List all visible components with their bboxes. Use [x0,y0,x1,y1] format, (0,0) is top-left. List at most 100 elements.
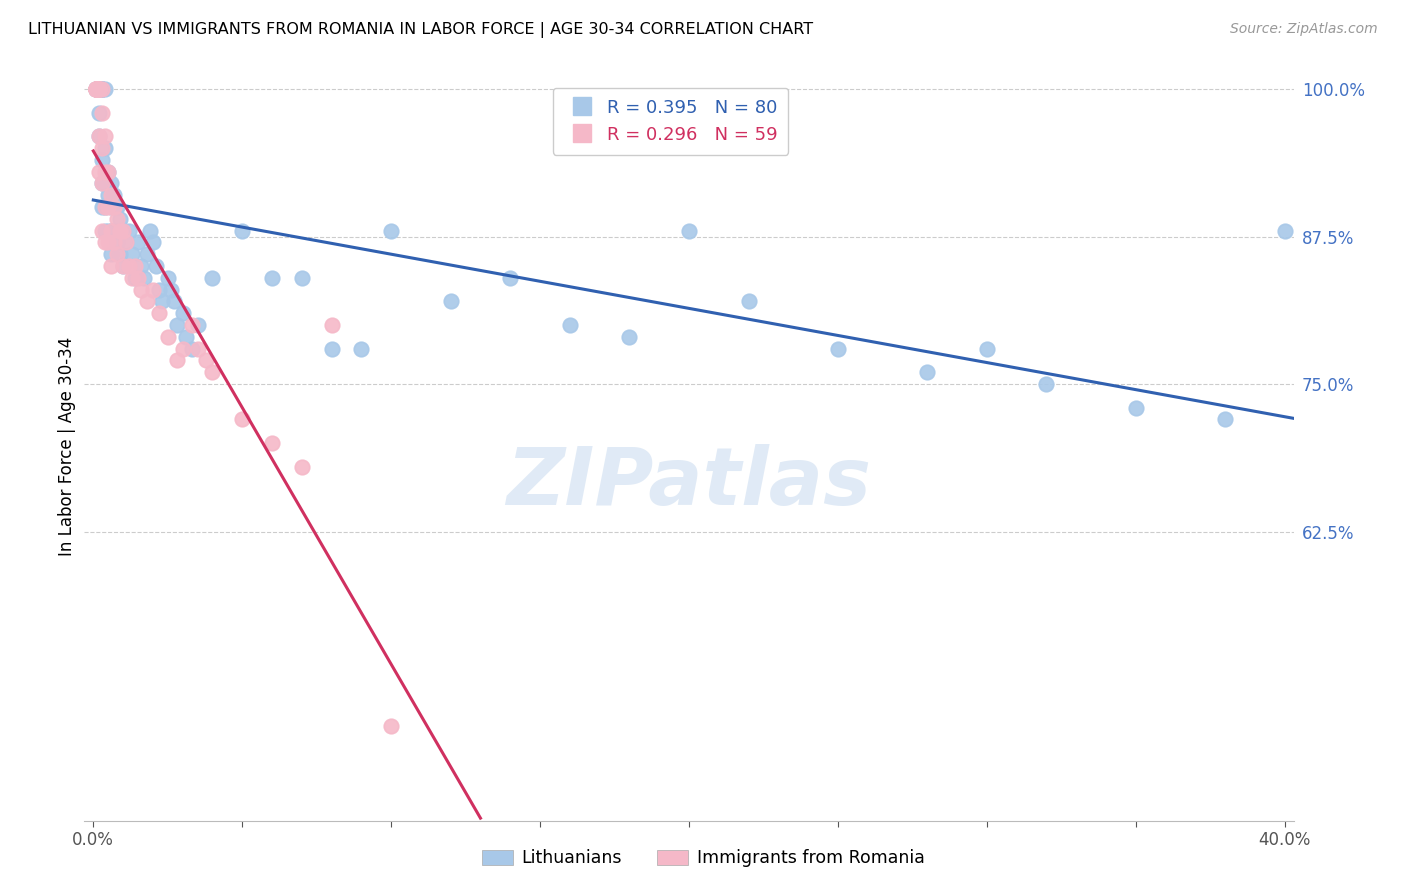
Point [100,259,122,273]
Point [321,342,343,356]
Point [91,82,114,96]
Point [103,235,125,250]
Point [558,318,581,332]
Point [97,188,120,202]
Point [91,105,114,120]
Point [89,82,111,96]
Point [827,342,849,356]
Point [159,283,181,297]
Point [180,342,202,356]
Point [440,294,463,309]
Point [84,82,107,96]
Point [89,82,111,96]
Point [1035,377,1057,392]
Point [380,719,402,733]
Point [108,211,131,226]
Point [142,235,165,250]
Point [291,270,314,285]
Point [112,259,135,273]
Point [84,82,107,96]
Point [231,224,253,238]
Point [129,259,152,273]
Y-axis label: In Labor Force | Age 30-34: In Labor Force | Age 30-34 [58,336,76,556]
Point [166,353,188,368]
Point [100,188,122,202]
Point [97,164,120,178]
Point [1213,412,1236,426]
Point [174,330,197,344]
Point [94,224,117,238]
Point [100,224,122,238]
Point [976,342,998,356]
Point [100,224,122,238]
Point [103,200,125,214]
Point [291,459,314,474]
Point [150,294,173,309]
Point [94,141,117,155]
Point [91,82,114,96]
Point [84,82,107,96]
Point [91,82,114,96]
Point [112,259,135,273]
Text: Source: ZipAtlas.com: Source: ZipAtlas.com [1230,22,1378,37]
Point [91,82,114,96]
Point [89,82,111,96]
Point [231,412,253,426]
Point [499,270,522,285]
Point [84,82,107,96]
Point [180,318,202,332]
Point [1125,401,1147,415]
Point [91,153,114,167]
Point [89,129,111,144]
Point [100,200,122,214]
Point [84,82,107,96]
Point [97,164,120,178]
Point [321,318,343,332]
Point [84,82,107,96]
Point [84,82,107,96]
Point [201,365,224,379]
Point [94,200,117,214]
Point [91,82,114,96]
Point [94,177,117,191]
Point [148,283,170,297]
Point [91,200,114,214]
Point [166,318,188,332]
Text: LITHUANIAN VS IMMIGRANTS FROM ROMANIA IN LABOR FORCE | AGE 30-34 CORRELATION CHA: LITHUANIAN VS IMMIGRANTS FROM ROMANIA IN… [28,22,813,38]
Point [135,294,157,309]
Point [145,259,167,273]
Point [129,283,152,297]
Point [97,235,120,250]
Point [84,82,107,96]
Point [103,224,125,238]
Point [105,211,128,226]
Point [84,82,107,96]
Point [100,177,122,191]
Point [94,82,117,96]
Point [139,224,162,238]
Point [121,247,143,261]
Point [89,82,111,96]
Point [100,247,122,261]
Point [350,342,373,356]
Point [97,200,120,214]
Text: ZIPatlas: ZIPatlas [506,444,872,523]
Point [201,270,224,285]
Point [172,306,194,320]
Point [142,283,165,297]
Point [89,82,111,96]
Point [121,270,143,285]
Point [94,164,117,178]
Point [91,141,114,155]
Point [108,224,131,238]
Point [737,294,759,309]
Point [260,436,283,450]
Point [172,342,194,356]
Point [118,224,141,238]
Point [132,270,155,285]
Point [105,247,128,261]
Point [89,82,111,96]
Point [148,306,170,320]
Point [112,224,135,238]
Point [91,224,114,238]
